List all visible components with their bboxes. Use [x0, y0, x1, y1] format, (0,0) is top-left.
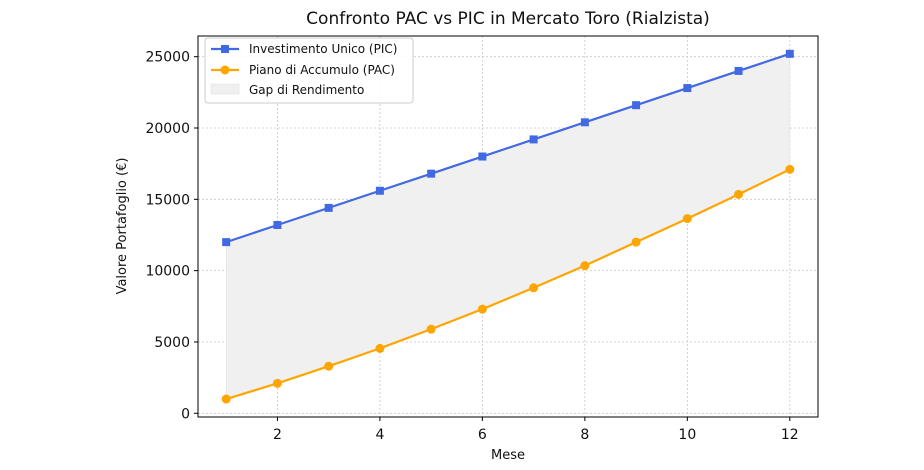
- y-tick-label: 15000: [145, 192, 190, 208]
- data-point: [580, 118, 589, 127]
- legend: Investimento Unico (PIC) Piano di Accumul…: [204, 37, 414, 104]
- y-tick-label: 25000: [145, 50, 190, 66]
- data-point: [375, 186, 384, 195]
- data-point: [221, 394, 231, 404]
- legend-label: Gap di Rendimento: [249, 83, 364, 97]
- data-point: [785, 49, 794, 58]
- data-point: [273, 221, 282, 230]
- data-point: [222, 238, 231, 247]
- x-tick-label: 6: [478, 427, 487, 443]
- x-tick-label: 4: [375, 427, 384, 443]
- data-point: [734, 66, 743, 75]
- ticks: 2 4 6 8 10 12 0 5000 10000 15000 20000 25000: [145, 50, 798, 443]
- data-point: [734, 189, 744, 199]
- series-line: [225, 52, 791, 244]
- data-point: [529, 135, 538, 144]
- data-point: [375, 343, 385, 353]
- x-tick-label: 10: [678, 427, 696, 443]
- x-tick-label: 2: [273, 427, 282, 443]
- y-axis-label: Valore Portafoglio (€): [115, 158, 130, 295]
- series-line: [225, 168, 791, 401]
- data-point: [631, 237, 641, 247]
- y-tick-label: 10000: [145, 264, 190, 280]
- data-point: [683, 84, 692, 93]
- data-point: [324, 361, 334, 371]
- data-point: [272, 378, 282, 388]
- data-point: [529, 283, 539, 293]
- x-axis-label: Mese: [491, 448, 525, 463]
- data-point: [426, 324, 436, 334]
- plot-frame: [197, 35, 819, 418]
- legend-label: Investimento Unico (PIC): [249, 42, 397, 56]
- legend-marker: [221, 45, 229, 53]
- data-point: [632, 101, 641, 110]
- series-layer: [221, 49, 795, 404]
- x-tick-label: 8: [580, 427, 589, 443]
- y-tick-label: 5000: [154, 335, 190, 351]
- x-tick-label: 12: [781, 427, 799, 443]
- data-point: [324, 203, 333, 212]
- data-point: [682, 214, 692, 224]
- data-point: [478, 152, 487, 161]
- data-point: [785, 164, 795, 174]
- y-tick-label: 0: [181, 406, 190, 422]
- y-tick-label: 20000: [145, 121, 190, 137]
- legend-label: Piano di Accumulo (PAC): [249, 63, 395, 77]
- legend-marker: [220, 65, 230, 75]
- data-point: [477, 304, 487, 314]
- data-point: [427, 169, 436, 178]
- data-point: [580, 261, 590, 271]
- chart-title: Confronto PAC vs PIC in Mercato Toro (Ri…: [306, 9, 710, 29]
- legend-fill-swatch: [210, 83, 240, 95]
- legend-box: [204, 37, 414, 104]
